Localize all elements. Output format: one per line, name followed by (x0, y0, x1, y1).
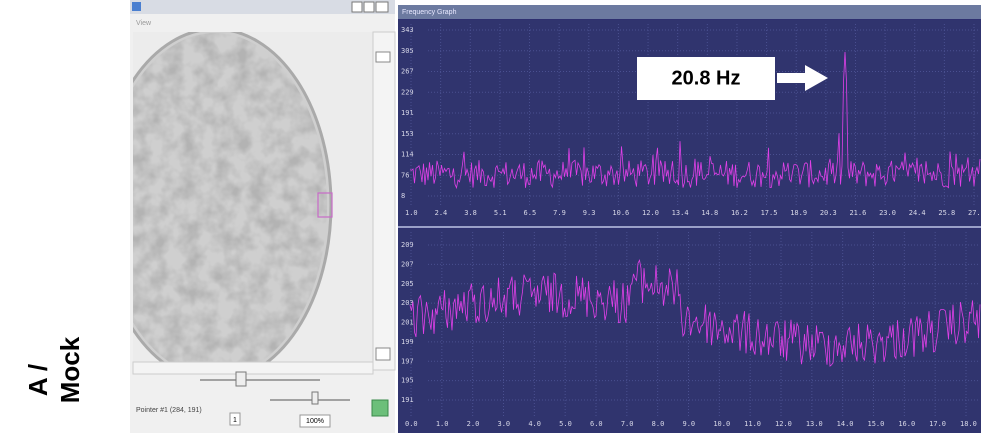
x-tick-label: 16.2 (731, 209, 748, 217)
slider-thumb[interactable] (235, 371, 247, 387)
top-graph (398, 20, 981, 226)
menu-item[interactable]: View (136, 20, 152, 27)
y-tick-label: 209 (401, 241, 414, 249)
x-tick-label: 20.3 (820, 209, 837, 217)
x-tick-label: 18.9 (790, 209, 807, 217)
y-tick-label: 207 (401, 260, 414, 268)
trace (409, 258, 981, 367)
horizontal-scrollbar[interactable] (132, 361, 374, 375)
save-icon[interactable] (371, 399, 389, 417)
image-view (133, 32, 373, 370)
y-tick-label: 201 (401, 319, 414, 327)
x-tick-label: 17.0 (929, 420, 946, 428)
y-tick-label: 343 (401, 26, 414, 34)
x-tick-label: 7.9 (553, 209, 566, 217)
scroll-down[interactable] (375, 347, 391, 361)
x-tick-label: 3.0 (498, 420, 511, 428)
zoom-value: 100% (306, 418, 324, 425)
status-text: Pointer #1 (284, 191) (136, 407, 202, 414)
minimize-button[interactable] (351, 1, 363, 13)
roi-box[interactable] (317, 192, 333, 218)
x-tick-label: 12.0 (642, 209, 659, 217)
x-tick-label: 7.0 (621, 420, 634, 428)
x-tick-label: 21.6 (849, 209, 866, 217)
x-tick-label: 14.0 (837, 420, 854, 428)
image-window: View Pointer #1 (284, 191) 1 100% (130, 0, 396, 433)
close-button[interactable] (375, 1, 389, 13)
x-tick-label: 1.0 (436, 420, 449, 428)
frame-box[interactable] (229, 412, 241, 426)
x-tick-label: 6.5 (524, 209, 537, 217)
y-tick-label: 229 (401, 88, 414, 96)
x-tick-label: 27.1 (968, 209, 981, 217)
y-tick-label: 203 (401, 299, 414, 307)
x-tick-label: 10.6 (612, 209, 629, 217)
zoom-thumb[interactable] (311, 391, 319, 405)
vertical-scrollbar[interactable] (372, 31, 396, 371)
y-tick-label: 114 (401, 151, 414, 159)
x-tick-label: 14.8 (701, 209, 718, 217)
y-tick-label: 191 (401, 396, 414, 404)
x-tick-label: 10.0 (713, 420, 730, 428)
trace (409, 51, 981, 190)
annotation-arrow (777, 65, 828, 91)
x-tick-label: 5.1 (494, 209, 507, 217)
y-tick-label: 153 (401, 130, 414, 138)
panel-label: Mock (55, 336, 85, 403)
x-tick-label: 2.4 (435, 209, 448, 217)
x-tick-label: 25.8 (938, 209, 955, 217)
y-tick-label: 199 (401, 338, 414, 346)
frame-number: 1 (233, 417, 237, 424)
y-tick-label: 197 (401, 357, 414, 365)
y-tick-label: 76 (401, 171, 409, 179)
annotation-label: 20.8 Hz (672, 67, 741, 89)
x-tick-label: 9.0 (683, 420, 696, 428)
y-tick-label: 267 (401, 68, 414, 76)
panel-letter: A / (23, 364, 53, 396)
maximize-button[interactable] (363, 1, 375, 13)
zoom-box[interactable] (299, 414, 331, 428)
bottom-graph (398, 229, 981, 433)
y-tick-label: 191 (401, 109, 414, 117)
cell-texture (133, 33, 327, 370)
title-bar (398, 5, 981, 19)
x-tick-label: 0.0 (405, 420, 418, 428)
x-tick-label: 3.8 (464, 209, 477, 217)
y-tick-label: 195 (401, 377, 414, 385)
x-tick-label: 1.0 (405, 209, 418, 217)
x-tick-label: 12.0 (775, 420, 792, 428)
window-title: Frequency Graph (402, 9, 457, 16)
annotation-box (637, 57, 775, 100)
x-tick-label: 18.0 (960, 420, 977, 428)
x-tick-label: 9.3 (583, 209, 596, 217)
title-bar (130, 0, 395, 14)
y-tick-label: 8 (401, 192, 405, 200)
x-tick-label: 5.0 (559, 420, 572, 428)
x-tick-label: 4.0 (528, 420, 541, 428)
x-tick-label: 24.4 (909, 209, 926, 217)
x-tick-label: 8.0 (652, 420, 665, 428)
app-icon (132, 2, 141, 11)
x-tick-label: 23.0 (879, 209, 896, 217)
scroll-up[interactable] (375, 51, 391, 63)
x-tick-label: 17.5 (761, 209, 778, 217)
y-tick-label: 205 (401, 280, 414, 288)
x-tick-label: 13.4 (672, 209, 689, 217)
y-tick-label: 305 (401, 47, 414, 55)
x-tick-label: 16.0 (898, 420, 915, 428)
x-tick-label: 6.0 (590, 420, 603, 428)
x-tick-label: 15.0 (868, 420, 885, 428)
x-tick-label: 2.0 (467, 420, 480, 428)
x-tick-label: 11.0 (744, 420, 761, 428)
x-tick-label: 13.0 (806, 420, 823, 428)
